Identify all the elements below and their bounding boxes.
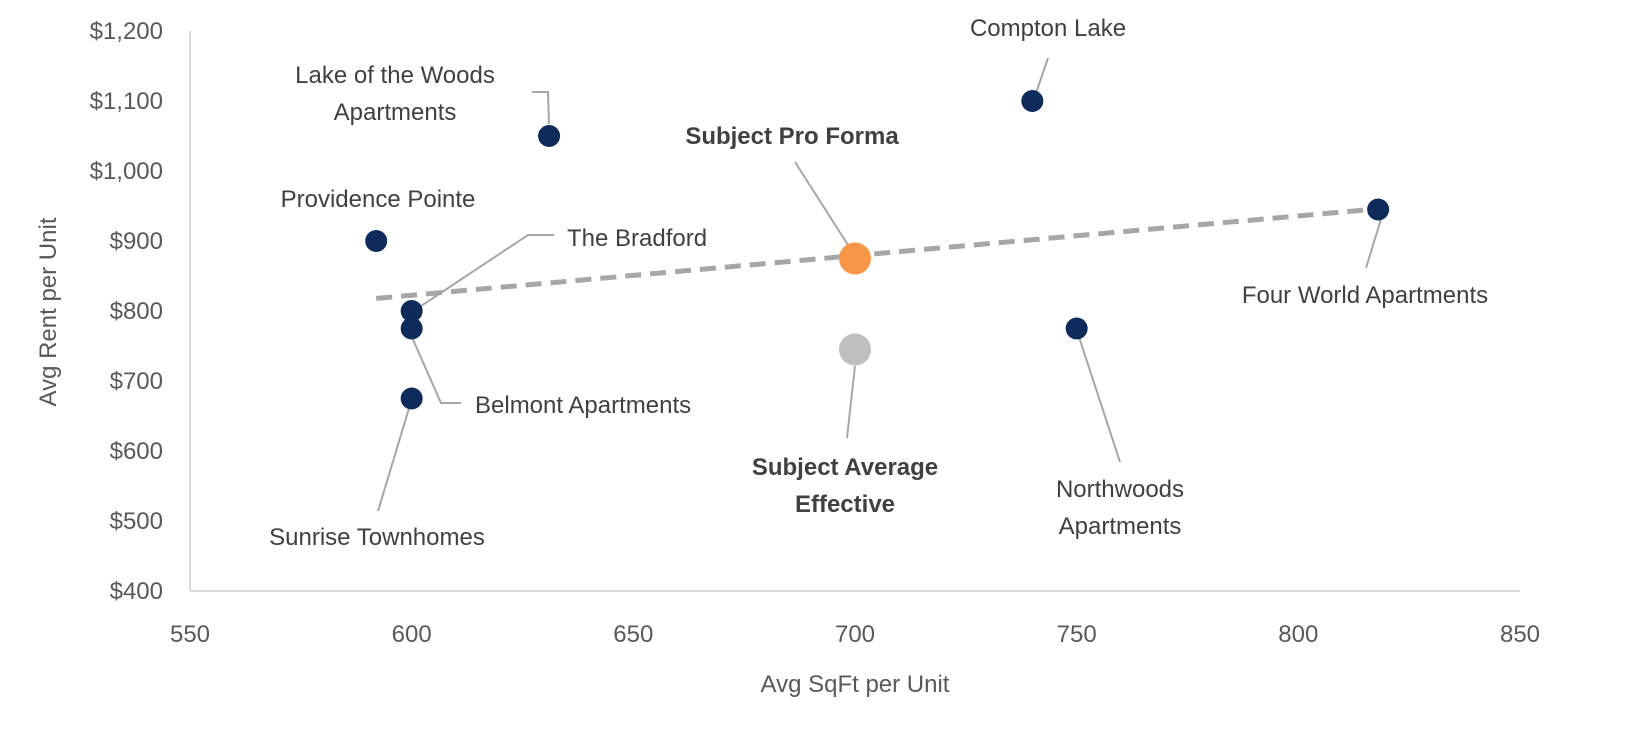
point-label-line: Apartments	[334, 99, 457, 126]
point-label-line: Northwoods	[1056, 476, 1184, 503]
point-label: Subject Pro Forma	[685, 123, 899, 150]
x-tick-label: 650	[613, 621, 653, 648]
comp-point	[1367, 198, 1390, 221]
x-tick-label: 800	[1278, 621, 1318, 648]
y-tick-label: $500	[110, 508, 163, 535]
leader-line	[846, 365, 856, 439]
point-label: Subject Average Effective	[752, 454, 938, 518]
point-label: Four World Apartments	[1242, 282, 1488, 309]
comp-point	[400, 387, 423, 410]
leader-line	[1078, 336, 1121, 463]
trendline	[375, 206, 1379, 301]
data-points	[365, 90, 1390, 410]
point-label: The Bradford	[567, 225, 707, 252]
point-label-line: Belmont Apartments	[475, 392, 691, 419]
point-label: Lake of the Woods Apartments	[295, 62, 495, 126]
x-tick-label: 850	[1500, 621, 1540, 648]
y-tick-label: $600	[110, 438, 163, 465]
point-label-line: Four World Apartments	[1242, 282, 1488, 309]
x-tick-label: 600	[392, 621, 432, 648]
x-axis-title: Avg SqFt per Unit	[761, 671, 950, 698]
point-label: Providence Pointe	[281, 186, 476, 213]
leader-line	[411, 234, 554, 313]
point-label-line: Subject Average	[752, 454, 938, 481]
point-label-line: Providence Pointe	[281, 186, 476, 213]
x-tick-label: 750	[1057, 621, 1097, 648]
point-label-line: Subject Pro Forma	[685, 123, 899, 150]
leader-line	[532, 91, 550, 125]
y-tick-label: $1,200	[90, 18, 163, 45]
point-label-line: Sunrise Townhomes	[269, 524, 485, 551]
subject-pro-forma-point	[839, 242, 871, 275]
y-tick-label: $400	[110, 578, 163, 605]
subject-average-point	[839, 333, 871, 366]
point-label: Belmont Apartments	[475, 392, 691, 419]
leader-line	[410, 334, 461, 404]
leader-line	[1034, 57, 1049, 97]
leader-lines	[377, 57, 1383, 512]
point-label: Northwoods Apartments	[1056, 476, 1184, 540]
x-tick-label: 550	[170, 621, 210, 648]
y-tick-label: $1,100	[90, 88, 163, 115]
comp-point	[400, 300, 423, 322]
point-label-line: Apartments	[1059, 513, 1182, 540]
point-label-line: The Bradford	[567, 225, 707, 252]
leader-line	[377, 404, 411, 512]
y-tick-label: $1,000	[90, 158, 163, 185]
trendline-group	[375, 206, 1379, 301]
y-tick-label: $700	[110, 368, 163, 395]
point-label-line: Effective	[795, 491, 895, 518]
leader-line	[1365, 215, 1383, 269]
point-label: Compton Lake	[970, 15, 1126, 42]
y-axis-title: Avg Rent per Unit	[35, 217, 62, 406]
comp-point	[538, 125, 561, 147]
point-labels: Lake of the Woods Apartments Compton Lake P…	[269, 15, 1488, 551]
y-axis-ticks: $400 $500 $600 $700 $800 $900 $1,000 $1,100 $1,2…	[90, 18, 163, 605]
point-label-line: Compton Lake	[970, 15, 1126, 42]
point-label-line: Lake of the Woods	[295, 62, 495, 89]
y-tick-label: $800	[110, 298, 163, 325]
x-axis-ticks: 550 600 650 700 750 800 850	[170, 621, 1540, 648]
comp-point	[1021, 90, 1044, 112]
comp-point	[1065, 317, 1088, 340]
axes	[189, 31, 1520, 592]
leader-line	[794, 161, 849, 246]
comp-point	[365, 230, 388, 252]
y-tick-label: $900	[110, 228, 163, 255]
point-label: Sunrise Townhomes	[269, 524, 485, 551]
x-tick-label: 700	[835, 621, 875, 648]
comp-point	[400, 317, 423, 340]
